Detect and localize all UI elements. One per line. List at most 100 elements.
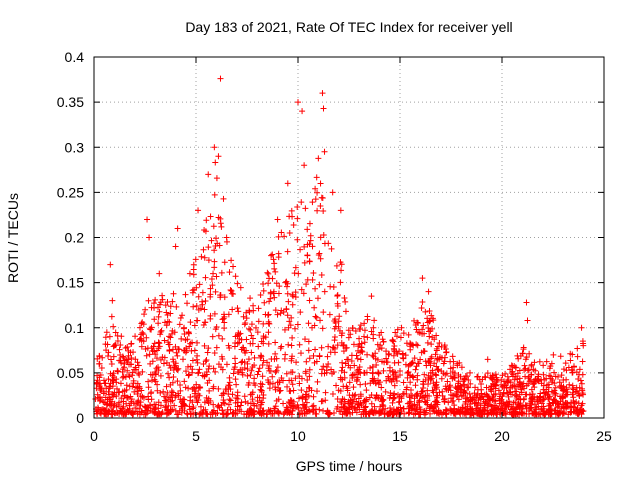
- data-point: [318, 344, 325, 351]
- data-point: [103, 329, 110, 336]
- data-point: [157, 372, 164, 379]
- data-point: [203, 368, 210, 375]
- data-point: [174, 225, 181, 232]
- data-point: [537, 393, 544, 400]
- data-point: [490, 394, 497, 401]
- data-point: [189, 366, 196, 373]
- data-point: [579, 358, 586, 365]
- data-point: [199, 409, 206, 416]
- data-point: [278, 307, 285, 314]
- data-point: [442, 371, 449, 378]
- data-point: [259, 381, 266, 388]
- data-point: [207, 411, 214, 418]
- data-point: [184, 363, 191, 370]
- data-point: [194, 352, 201, 359]
- data-point: [505, 393, 512, 400]
- data-point: [485, 410, 492, 417]
- data-point: [314, 207, 321, 214]
- data-point: [210, 223, 217, 230]
- data-point: [274, 364, 281, 371]
- data-point: [182, 291, 189, 298]
- data-point: [255, 368, 262, 375]
- data-point: [212, 288, 219, 295]
- data-point: [205, 400, 212, 407]
- data-point: [283, 278, 290, 285]
- data-point: [110, 377, 117, 384]
- data-point: [374, 341, 381, 348]
- data-point: [390, 352, 397, 359]
- data-point: [211, 247, 218, 254]
- data-point: [152, 371, 159, 378]
- data-point: [231, 355, 238, 362]
- data-point: [136, 336, 143, 343]
- x-tick-label: 15: [392, 428, 408, 444]
- data-point: [255, 343, 262, 350]
- data-point: [251, 402, 258, 409]
- data-point: [410, 342, 417, 349]
- data-point: [296, 380, 303, 387]
- data-point: [140, 321, 147, 328]
- data-point: [298, 286, 305, 293]
- data-point: [143, 334, 150, 341]
- data-point: [146, 351, 153, 358]
- data-point: [106, 396, 113, 403]
- data-point: [319, 90, 326, 97]
- data-point: [385, 373, 392, 380]
- data-point: [304, 226, 311, 233]
- data-point: [405, 405, 412, 412]
- data-point: [123, 357, 130, 364]
- data-point: [230, 409, 237, 416]
- data-point: [179, 312, 186, 319]
- data-point: [257, 399, 264, 406]
- data-point: [374, 356, 381, 363]
- data-point: [512, 373, 519, 380]
- data-point: [508, 370, 515, 377]
- data-point: [229, 306, 236, 313]
- data-point: [363, 396, 370, 403]
- data-point: [347, 331, 354, 338]
- data-point: [235, 329, 242, 336]
- data-point: [193, 317, 200, 324]
- data-point: [309, 243, 316, 250]
- data-point: [256, 365, 263, 372]
- data-point: [536, 358, 543, 365]
- data-point: [492, 371, 499, 378]
- data-point: [193, 303, 200, 310]
- data-point: [409, 341, 416, 348]
- data-point: [418, 305, 425, 312]
- data-point: [338, 339, 345, 346]
- data-point: [312, 185, 319, 192]
- data-point: [101, 399, 108, 406]
- data-point: [167, 303, 174, 310]
- data-point: [393, 378, 400, 385]
- data-point: [293, 359, 300, 366]
- data-point: [134, 410, 141, 417]
- data-point: [233, 381, 240, 388]
- y-tick-label: 0.3: [65, 139, 85, 155]
- data-point: [157, 329, 164, 336]
- data-point: [304, 241, 311, 248]
- data-point: [357, 391, 364, 398]
- data-point: [337, 207, 344, 214]
- data-point: [344, 387, 351, 394]
- data-point: [540, 396, 547, 403]
- data-point: [530, 381, 537, 388]
- data-point: [293, 404, 300, 411]
- data-point: [402, 361, 409, 368]
- data-point: [366, 394, 373, 401]
- data-point: [244, 360, 251, 367]
- data-point: [362, 380, 369, 387]
- data-point: [302, 391, 309, 398]
- data-point: [113, 409, 120, 416]
- data-point: [144, 216, 151, 223]
- data-point: [440, 409, 447, 416]
- data-point: [133, 384, 140, 391]
- data-point: [571, 364, 578, 371]
- data-point: [211, 144, 218, 151]
- data-point: [189, 386, 196, 393]
- data-point: [531, 401, 538, 408]
- data-point: [447, 365, 454, 372]
- y-tick-label: 0.1: [65, 320, 85, 336]
- y-tick-label: 0.2: [65, 230, 85, 246]
- data-point: [406, 394, 413, 401]
